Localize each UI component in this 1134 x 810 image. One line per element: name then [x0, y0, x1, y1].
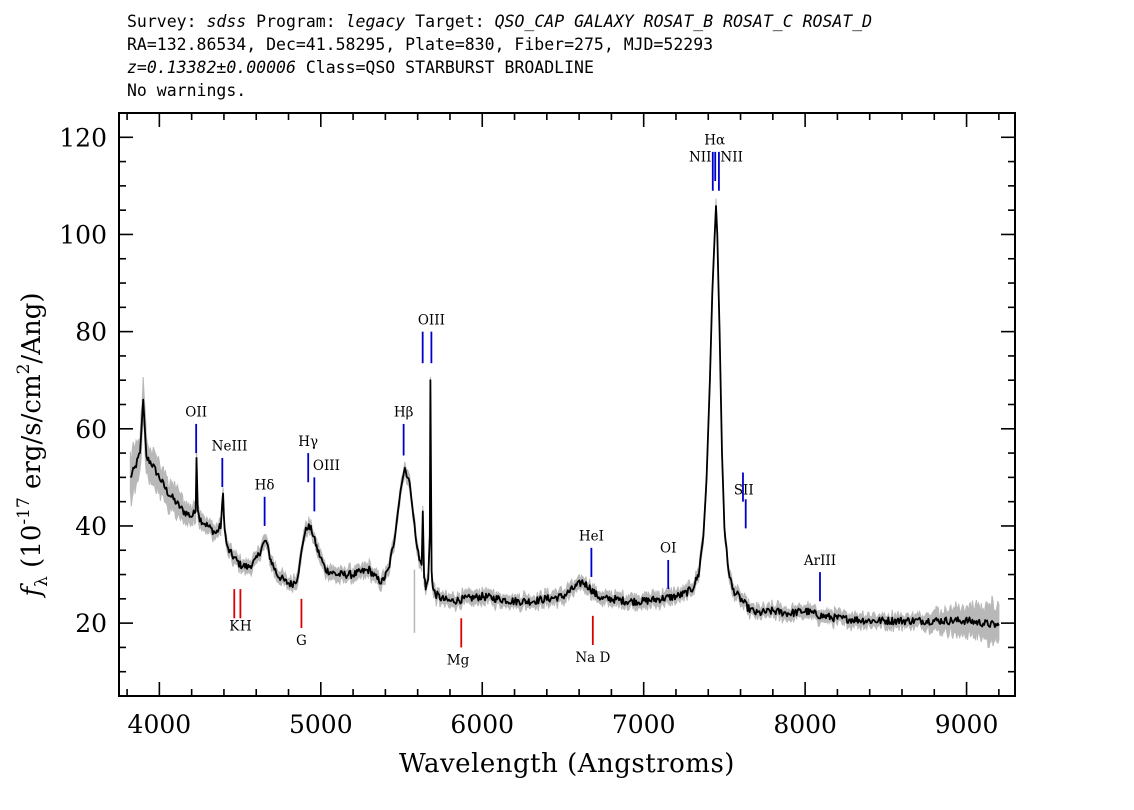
absorption-line-label: G	[296, 633, 307, 649]
spectrum-header: Survey: sdss Program: legacy Target: QSO…	[127, 10, 872, 102]
y-tick-label: 80	[75, 318, 107, 347]
survey-label: Survey:	[127, 12, 197, 31]
emission-line-label: Hγ	[298, 434, 318, 450]
y-tick-label: 100	[59, 220, 107, 249]
emission-line-label: ArIII	[803, 553, 836, 569]
header-line-warnings: No warnings.	[127, 81, 247, 100]
x-tick-label: 9000	[935, 710, 999, 739]
x-tick-label: 4000	[128, 710, 192, 739]
x-axis-label: Wavelength (Angstroms)	[399, 749, 735, 779]
absorption-line-label: H	[240, 618, 252, 634]
header-line-coords: RA=132.86534, Dec=41.58295, Plate=830, F…	[127, 35, 714, 54]
y-axis-label: fλ (10-17 erg/s/cm2/Ang)	[14, 292, 52, 598]
x-tick-label: 8000	[773, 710, 837, 739]
program-label: Program:	[256, 12, 336, 31]
target-label: Target:	[415, 12, 485, 31]
emission-line-label: Hα	[704, 133, 725, 149]
y-tick-label: 60	[75, 415, 107, 444]
error-band-layer	[129, 198, 1000, 649]
emission-line-label: NII	[720, 150, 742, 166]
emission-line-label: Hδ	[255, 478, 275, 494]
emission-line-label: OII	[185, 405, 207, 421]
emission-line-label: NII	[689, 150, 711, 166]
emission-line-label: OIII	[418, 312, 445, 328]
emission-line-label: SII	[734, 482, 754, 498]
emission-line-label: OI	[660, 541, 676, 557]
absorption-line-label: Mg	[447, 652, 470, 668]
x-tick-label: 7000	[612, 710, 676, 739]
spectrum-line	[129, 205, 1000, 628]
error-band	[129, 198, 1000, 649]
y-tick-label: 40	[75, 512, 107, 541]
y-tick-label: 120	[59, 123, 107, 152]
y-tick-label: 20	[75, 609, 107, 638]
survey-value: sdss	[206, 12, 247, 31]
emission-line-label: OIII	[313, 458, 340, 474]
spectrum-layer	[129, 205, 1000, 628]
header-line-survey: Survey: sdss Program: legacy Target: QSO…	[127, 10, 872, 33]
axes-layer: 4000 5000 6000 7000 8000 9000 20 40 60 80 100 120	[59, 112, 1016, 739]
emission-line-label: Hβ	[394, 405, 414, 421]
x-tick-label: 6000	[450, 710, 514, 739]
absorption-line-label: K	[229, 618, 240, 634]
redshift-value: z=0.13382±0.00006	[127, 58, 296, 77]
emission-line-label: HeI	[579, 529, 604, 545]
absorption-line-label: Na D	[575, 650, 610, 666]
x-tick-label: 5000	[289, 710, 353, 739]
header-line-redshift: z=0.13382±0.00006 Class=QSO STARBURST BR…	[127, 56, 872, 79]
target-value: QSO_CAP GALAXY ROSAT_B ROSAT_C ROSAT_D	[494, 12, 873, 31]
plot-frame	[118, 112, 1016, 697]
emission-line-label: NeIII	[212, 439, 248, 455]
program-value: legacy	[345, 12, 406, 31]
class-text: Class=QSO STARBURST BROADLINE	[305, 58, 594, 77]
